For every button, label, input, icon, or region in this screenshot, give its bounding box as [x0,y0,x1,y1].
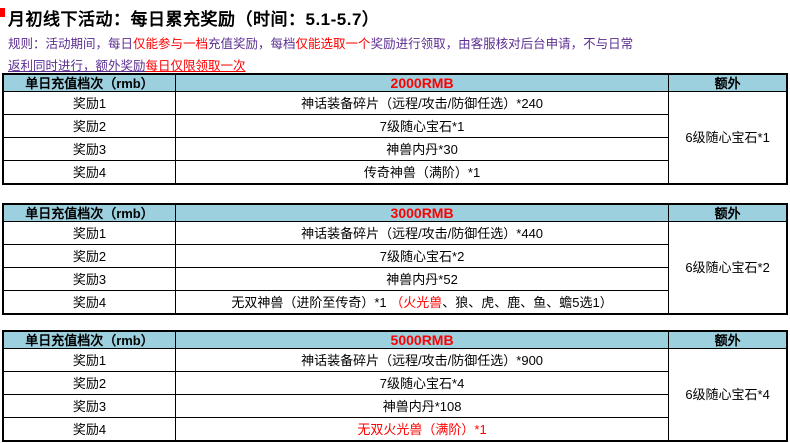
table-row: 奖励3 神兽内丹*108 [2,394,787,418]
table-row: 奖励4 无双神兽（进阶至传奇）*1 （火光兽、狼、虎、鹿、鱼、蟾5选1） [2,290,787,315]
reward-value-cell: 7级随心宝石*1 [174,114,670,138]
reward-label-cell: 奖励2 [2,114,176,138]
rules-line1-seg2: 仅能参与一档 [133,37,209,51]
extra-value-cell: 6级随心宝石*2 [668,221,788,315]
reward-value-cell: 无双神兽（进阶至传奇）*1 （火光兽、狼、虎、鹿、鱼、蟾5选1） [174,290,670,315]
page-title: 月初线下活动：每日累充奖励（时间：5.1-5.7） [8,10,380,29]
reward-value-cell: 神话装备碎片（远程/攻击/防御任选）*900 [174,348,670,372]
reward-value-cell: 无双火光兽（满阶）*1 [174,417,670,442]
amount-cell-2000: 2000RMB [174,73,670,92]
table-row: 奖励2 7级随心宝石*2 [2,244,787,268]
rules-line-1: 规则：活动期间，每日仅能参与一档充值奖励，每档仅能选取一个奖励进行领取，由客服核… [8,33,778,55]
rules-line1-seg1: 规则：活动期间，每日 [8,37,134,51]
amount-cell-5000: 5000RMB [174,330,670,349]
table-row: 奖励1 神话装备碎片（远程/攻击/防御任选）*900 6级随心宝石*4 [2,348,788,442]
tier-header-cell: 单日充值档次（rmb） [2,203,176,222]
reward-value-cell: 神话装备碎片（远程/攻击/防御任选）*440 [174,221,670,245]
reward-text-black: 、狼、虎、鹿、鱼、蟾5选1） [442,294,613,310]
rules-text: 规则：活动期间，每日仅能参与一档充值奖励，每档仅能选取一个奖励进行领取，由客服核… [8,33,778,77]
reward-value-cell: 传奇神兽（满阶）*1 [174,160,670,185]
table-row: 奖励4 无双火光兽（满阶）*1 [2,417,787,442]
reward-label-cell: 奖励2 [2,371,176,395]
table-header-row: 单日充值档次（rmb） 5000RMB 额外 [2,330,788,349]
reward-text-black: 无双神兽（进阶至传奇）*1 [231,294,391,310]
reward-label-cell: 奖励1 [2,221,176,245]
reward-label-cell: 奖励2 [2,244,176,268]
table-header-row: 单日充值档次（rmb） 3000RMB 额外 [2,203,788,222]
rules-line1-seg4: 仅能选取一个 [295,37,371,51]
reward-label-cell: 奖励4 [2,290,176,315]
extra-value-cell: 6级随心宝石*1 [668,91,788,185]
reward-value-cell: 7级随心宝石*2 [174,244,670,268]
reward-label-cell: 奖励3 [2,137,176,161]
table-row: 奖励1 神话装备碎片（远程/攻击/防御任选）*240 6级随心宝石*1 [2,91,788,185]
reward-label-cell: 奖励1 [2,91,176,115]
rules-line2-seg1: 返利同时进行，额外奖励 [8,59,146,73]
recharge-table-5000: 单日充值档次（rmb） 5000RMB 额外 奖励1 神话装备碎片（远程/攻击/… [2,330,788,442]
rules-line2-seg2: 每日仅限领取一次 [145,59,246,73]
extra-value-cell: 6级随心宝石*4 [668,348,788,442]
rules-line-2: 返利同时进行，额外奖励每日仅限领取一次 [8,55,778,77]
rules-line1-seg5: 奖励进行领取，由客服核对后台申请，不与日常 [370,37,634,51]
extra-header-cell: 额外 [668,203,788,222]
amount-cell-3000: 3000RMB [174,203,670,222]
reward-value-cell: 神兽内丹*108 [174,394,670,418]
reward-value-cell: 神话装备碎片（远程/攻击/防御任选）*240 [174,91,670,115]
reward-value-cell: 神兽内丹*52 [174,267,670,291]
reward-text-red: （火光兽 [390,294,443,310]
recharge-table-2000: 单日充值档次（rmb） 2000RMB 额外 奖励1 神话装备碎片（远程/攻击/… [2,73,788,185]
reward-label-cell: 奖励4 [2,417,176,442]
table-row: 奖励3 神兽内丹*52 [2,267,787,291]
reward-label-cell: 奖励3 [2,394,176,418]
reward-value-cell: 7级随心宝石*4 [174,371,670,395]
table-row: 奖励4 传奇神兽（满阶）*1 [2,160,787,185]
reward-label-cell: 奖励4 [2,160,176,185]
tier-header-cell: 单日充值档次（rmb） [2,330,176,349]
rules-line1-seg3: 充值奖励，每档 [208,37,296,51]
tier-header-cell: 单日充值档次（rmb） [2,73,176,92]
recharge-table-3000: 单日充值档次（rmb） 3000RMB 额外 奖励1 神话装备碎片（远程/攻击/… [2,203,788,315]
reward-value-cell: 神兽内丹*30 [174,137,670,161]
extra-header-cell: 额外 [668,73,788,92]
table-row: 奖励2 7级随心宝石*4 [2,371,787,395]
reward-label-cell: 奖励3 [2,267,176,291]
reward-label-cell: 奖励1 [2,348,176,372]
table-header-row: 单日充值档次（rmb） 2000RMB 额外 [2,73,788,92]
extra-header-cell: 额外 [668,330,788,349]
table-row: 奖励1 神话装备碎片（远程/攻击/防御任选）*440 6级随心宝石*2 [2,221,788,315]
table-row: 奖励3 神兽内丹*30 [2,137,787,161]
red-corner-marker [0,8,5,17]
